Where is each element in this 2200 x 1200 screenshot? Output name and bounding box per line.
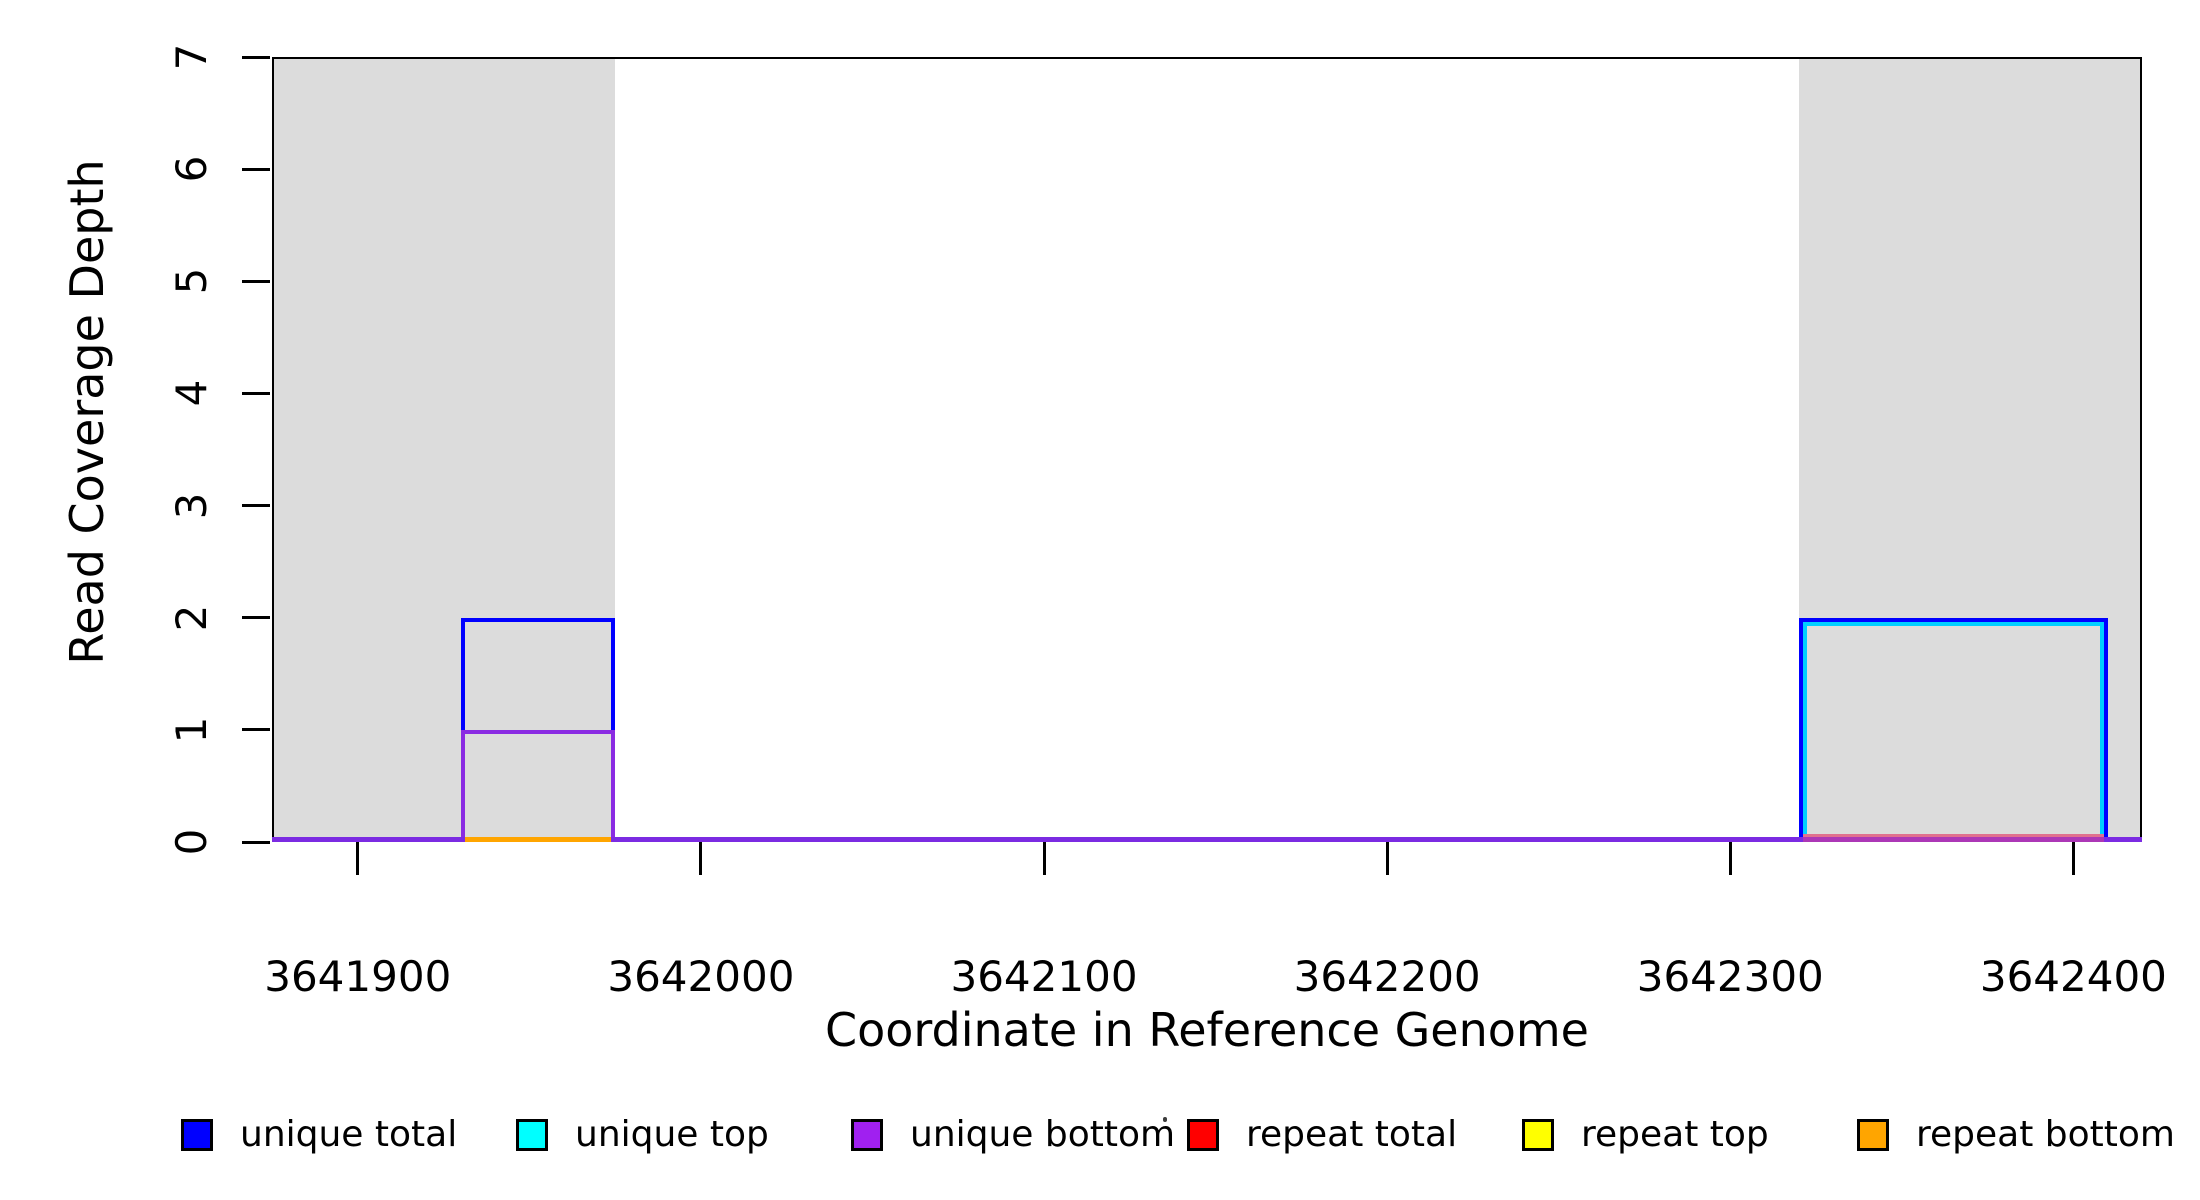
x-axis-tick xyxy=(1042,842,1046,875)
legend-swatch xyxy=(1522,1119,1554,1151)
repeat-bottom-baseline xyxy=(464,837,612,842)
repeat-region xyxy=(272,57,616,842)
legend-item-label: repeat total xyxy=(1246,1114,1458,1155)
legend-swatch xyxy=(1857,1119,1889,1151)
legend-swatch xyxy=(181,1119,213,1151)
legend-item: repeat bottom xyxy=(1857,1106,2175,1164)
y-tick-label: 5 xyxy=(167,267,216,295)
y-tick-label: 2 xyxy=(167,604,216,632)
x-tick-label: 3642200 xyxy=(1293,952,1481,1001)
repeat-region xyxy=(1798,57,2142,842)
legend: unique total unique top unique bottom repea… xyxy=(0,1106,2200,1164)
stray-speck xyxy=(1163,1117,1167,1122)
legend-item: repeat top xyxy=(1522,1106,1769,1164)
y-axis-title: Read Coverage Depth xyxy=(60,159,114,665)
plot-area: 3641900 3642000 3642100 3642200 3642300 36424… xyxy=(167,44,2167,1000)
x-axis-tick xyxy=(1385,842,1389,875)
legend-item-label: repeat top xyxy=(1581,1114,1769,1155)
y-axis-tick xyxy=(242,55,270,59)
y-axis-tick xyxy=(242,840,270,844)
y-axis-tick xyxy=(242,616,270,620)
y-axis-tick xyxy=(242,728,270,732)
x-axis-tick xyxy=(2071,842,2075,875)
y-axis-tick xyxy=(242,504,270,508)
y-tick-label: 1 xyxy=(167,716,216,744)
repeat-region-layer xyxy=(272,57,2142,842)
y-tick-label: 4 xyxy=(167,380,216,407)
y-axis-tick xyxy=(242,279,270,283)
unique-bottom-box xyxy=(460,729,616,842)
x-axis-tick xyxy=(356,842,360,875)
x-tick-label: 3642100 xyxy=(950,952,1138,1001)
unique-total-box xyxy=(1798,617,2108,842)
x-tick-label: 3642400 xyxy=(1979,952,2167,1001)
legend-swatch xyxy=(851,1119,883,1151)
legend-item: unique bottom xyxy=(851,1106,1175,1164)
x-tick-label: 3642300 xyxy=(1636,952,1824,1001)
x-tick-label: 3642000 xyxy=(607,952,795,1001)
coverage-marks-layer xyxy=(272,57,2142,842)
y-axis-tick xyxy=(242,167,270,171)
legend-item-label: unique total xyxy=(240,1114,458,1155)
x-axis-tick xyxy=(1728,842,1732,875)
x-axis-tick xyxy=(699,842,703,875)
legend-item-label: unique top xyxy=(575,1114,769,1155)
legend-item: repeat total xyxy=(1187,1106,1457,1164)
y-tick-label: 0 xyxy=(167,828,216,856)
y-axis-tick xyxy=(242,391,270,395)
legend-item-label: repeat bottom xyxy=(1916,1114,2175,1155)
y-tick-label: 6 xyxy=(167,155,216,183)
legend-item: unique top xyxy=(516,1106,769,1164)
x-tick-label: 3641900 xyxy=(264,952,452,1001)
unique-top-box xyxy=(1802,621,2104,842)
y-tick-label: 7 xyxy=(167,43,216,71)
repeat-total-baseline xyxy=(1802,837,2104,842)
zero-coverage-baseline xyxy=(272,837,2142,842)
legend-swatch xyxy=(516,1119,548,1151)
legend-item-label: unique bottom xyxy=(910,1114,1176,1155)
repeat-total-baseline-fringe xyxy=(1802,834,2104,837)
axis-ticks-layer: 3641900 3642000 3642100 3642200 3642300 36424… xyxy=(167,44,2167,1000)
legend-swatch xyxy=(1187,1119,1219,1151)
y-tick-label: 3 xyxy=(167,492,216,519)
legend-item: unique total xyxy=(181,1106,457,1164)
x-axis-title: Coordinate in Reference Genome xyxy=(825,1003,1589,1057)
